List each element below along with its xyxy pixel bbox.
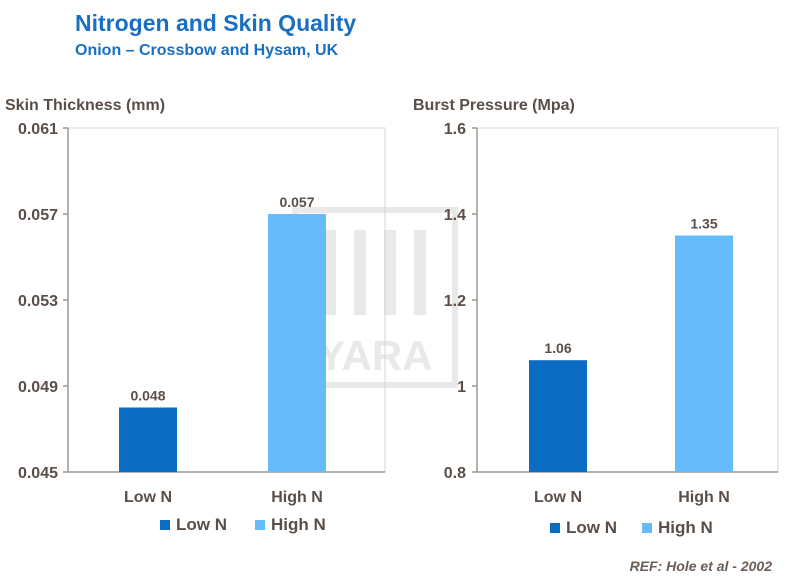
data-label: 1.06 [544, 340, 571, 356]
legend-swatch [255, 520, 265, 530]
legend-swatch [160, 520, 170, 530]
watermark-text: YARA [317, 332, 432, 379]
category-label: Low N [124, 489, 172, 506]
legend-swatch [642, 523, 652, 533]
page-subtitle: Onion – Crossbow and Hysam, UK [75, 42, 339, 59]
legend-swatch [550, 523, 560, 533]
bar-low-n [119, 407, 177, 472]
category-label: High N [678, 489, 730, 506]
y-tick-label: 0.045 [18, 465, 58, 482]
y-tick-label: 0.061 [18, 121, 58, 138]
reference-note: REF: Hole et al - 2002 [629, 558, 772, 574]
legend-label: Low N [176, 515, 227, 534]
data-label: 1.35 [690, 216, 717, 232]
y-tick-label: 1 [457, 379, 466, 396]
category-label: Low N [534, 489, 582, 506]
y-tick-label: 1.6 [444, 121, 466, 138]
y-tick-label: 1.2 [444, 293, 466, 310]
page-title: Nitrogen and Skin Quality [75, 10, 357, 36]
data-label: 0.057 [279, 194, 314, 210]
y-tick-label: 0.053 [18, 293, 58, 310]
category-label: High N [271, 489, 323, 506]
y-tick-label: 1.4 [444, 207, 466, 224]
legend-label: High N [271, 515, 326, 534]
bar-high-n [268, 214, 326, 472]
legend-label: Low N [566, 518, 617, 537]
y-axis-label: Skin Thickness (mm) [5, 97, 165, 114]
y-axis-label: Burst Pressure (Mpa) [413, 97, 575, 114]
plot-frame [67, 127, 386, 473]
legend-label: High N [658, 518, 713, 537]
yara-logo-watermark: YARA [292, 207, 458, 388]
data-label: 0.048 [130, 388, 165, 404]
y-tick-label: 0.057 [18, 207, 58, 224]
y-tick-label: 0.049 [18, 379, 58, 396]
bar-high-n [675, 235, 733, 472]
y-tick-label: 0.8 [444, 465, 466, 482]
bar-low-n [529, 360, 587, 472]
